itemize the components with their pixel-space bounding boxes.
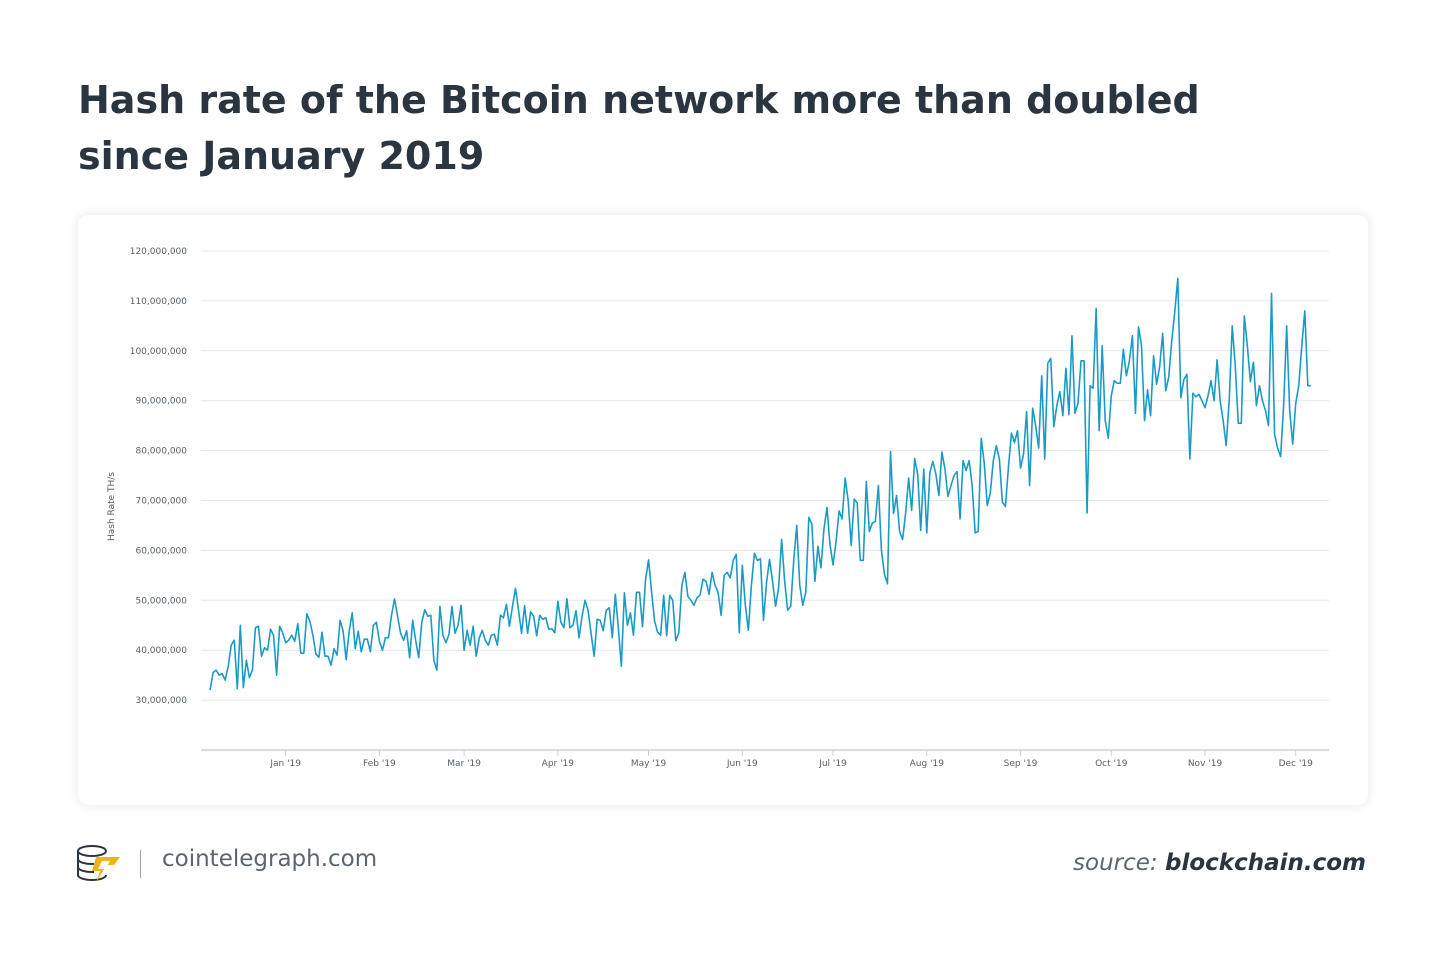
- x-tick-label: May '19: [631, 759, 667, 769]
- footer-site-name[interactable]: cointelegraph.com: [162, 846, 378, 872]
- y-tick-label: 80,000,000: [135, 447, 187, 457]
- source-name[interactable]: blockchain.com: [1164, 850, 1366, 876]
- y-axis-label: Hash Rate TH/s: [107, 472, 117, 541]
- x-tick-label: Oct '19: [1095, 759, 1128, 769]
- x-tick-label: Feb '19: [363, 759, 396, 769]
- y-tick-label: 120,000,000: [130, 247, 188, 257]
- page-title: Hash rate of the Bitcoin network more th…: [78, 78, 1200, 178]
- y-tick-label: 100,000,000: [130, 347, 188, 357]
- x-tick-label: Aug '19: [910, 759, 945, 769]
- chart-card: [78, 215, 1368, 805]
- series-line-hash-rate: [209, 277, 1311, 691]
- x-tick-label: Dec '19: [1279, 759, 1313, 769]
- x-tick-label: Sep '19: [1004, 759, 1038, 769]
- y-tick-label: 60,000,000: [135, 546, 187, 556]
- y-tick-label: 40,000,000: [135, 646, 187, 656]
- footer-separator: [140, 850, 141, 878]
- hash-rate-chart: 30,000,000 40,000,000 50,000,000 60,000,000…: [107, 247, 1329, 769]
- y-tick-label: 110,000,000: [130, 297, 188, 307]
- x-tick-label: Nov '19: [1188, 759, 1223, 769]
- y-tick-label: 50,000,000: [135, 596, 187, 606]
- x-axis-ticks: Jan '19 Feb '19 Mar '19 Apr '19 May '19 Jun '…: [269, 750, 1313, 769]
- source-prefix: source:: [1073, 850, 1158, 876]
- x-tick-label: Jan '19: [269, 759, 301, 769]
- y-tick-label: 30,000,000: [135, 696, 187, 706]
- y-axis-ticks: 30,000,000 40,000,000 50,000,000 60,000,000…: [130, 247, 188, 706]
- x-tick-label: Jul '19: [818, 759, 847, 769]
- x-tick-label: Mar '19: [447, 759, 481, 769]
- y-tick-label: 70,000,000: [135, 497, 187, 507]
- grid-lines: [201, 250, 1329, 701]
- footer-source: source: blockchain.com: [1073, 850, 1366, 876]
- y-tick-label: 90,000,000: [135, 397, 187, 407]
- cointelegraph-logo-icon: [77, 845, 120, 883]
- x-tick-label: Jun '19: [726, 759, 758, 769]
- x-tick-label: Apr '19: [542, 759, 575, 769]
